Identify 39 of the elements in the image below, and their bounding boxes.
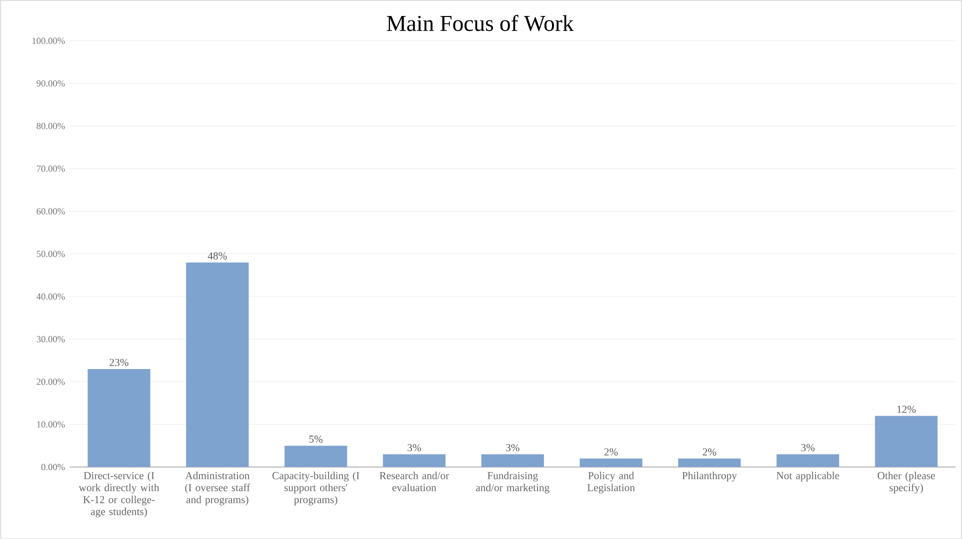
data-label: 2%: [604, 448, 618, 456]
y-tick-label: 40.00%: [36, 293, 65, 300]
y-tick-label: 0.00%: [41, 464, 65, 470]
y-tick-label: 100.00%: [32, 37, 65, 44]
data-label: 48%: [208, 252, 227, 260]
data-label: 3%: [408, 444, 421, 452]
x-tick-label: Capacity-building (I support others' programs): [272, 471, 360, 506]
x-tick-label: Not applicable: [776, 471, 840, 482]
x-tick-label: Research and/or evaluation: [380, 471, 450, 491]
y-tick-label: 80.00%: [36, 122, 65, 129]
bar: [284, 445, 348, 467]
x-tick-label: Philanthropy: [682, 471, 737, 482]
y-tick-label: 70.00%: [36, 165, 65, 172]
chart-title: Main Focus of Work: [386, 14, 574, 31]
data-label: 2%: [702, 448, 716, 456]
y-tick-label: 20.00%: [36, 378, 65, 385]
y-tick-label: 90.00%: [36, 80, 65, 86]
bar: [481, 454, 544, 467]
data-label: 12%: [897, 405, 916, 413]
x-tick-label: Direct-service (I work directly with K-12 or college-age students): [78, 471, 160, 518]
x-tick-label: Other (please specify): [878, 471, 935, 494]
y-tick-label: 10.00%: [37, 420, 65, 428]
x-tick-label: Administration (I oversee staff and programs): [185, 471, 250, 506]
y-tick-label: 60.00%: [36, 208, 65, 214]
bar: [776, 454, 840, 467]
y-tick-label: 30.00%: [36, 336, 65, 342]
bar: [382, 454, 446, 467]
bar: [580, 458, 642, 467]
bar: [88, 368, 150, 467]
data-label: 23%: [110, 358, 128, 366]
x-tick-label: Fundraising and/or marketing: [476, 471, 550, 494]
data-label: 5%: [309, 435, 323, 443]
bar: [874, 416, 938, 467]
data-label: 3%: [801, 444, 815, 452]
bar: [678, 458, 741, 467]
y-tick-label: 50.00%: [36, 250, 65, 257]
data-label: 3%: [506, 444, 520, 452]
bar: [186, 262, 249, 467]
x-tick-label: Policy and Legislation: [587, 471, 635, 494]
